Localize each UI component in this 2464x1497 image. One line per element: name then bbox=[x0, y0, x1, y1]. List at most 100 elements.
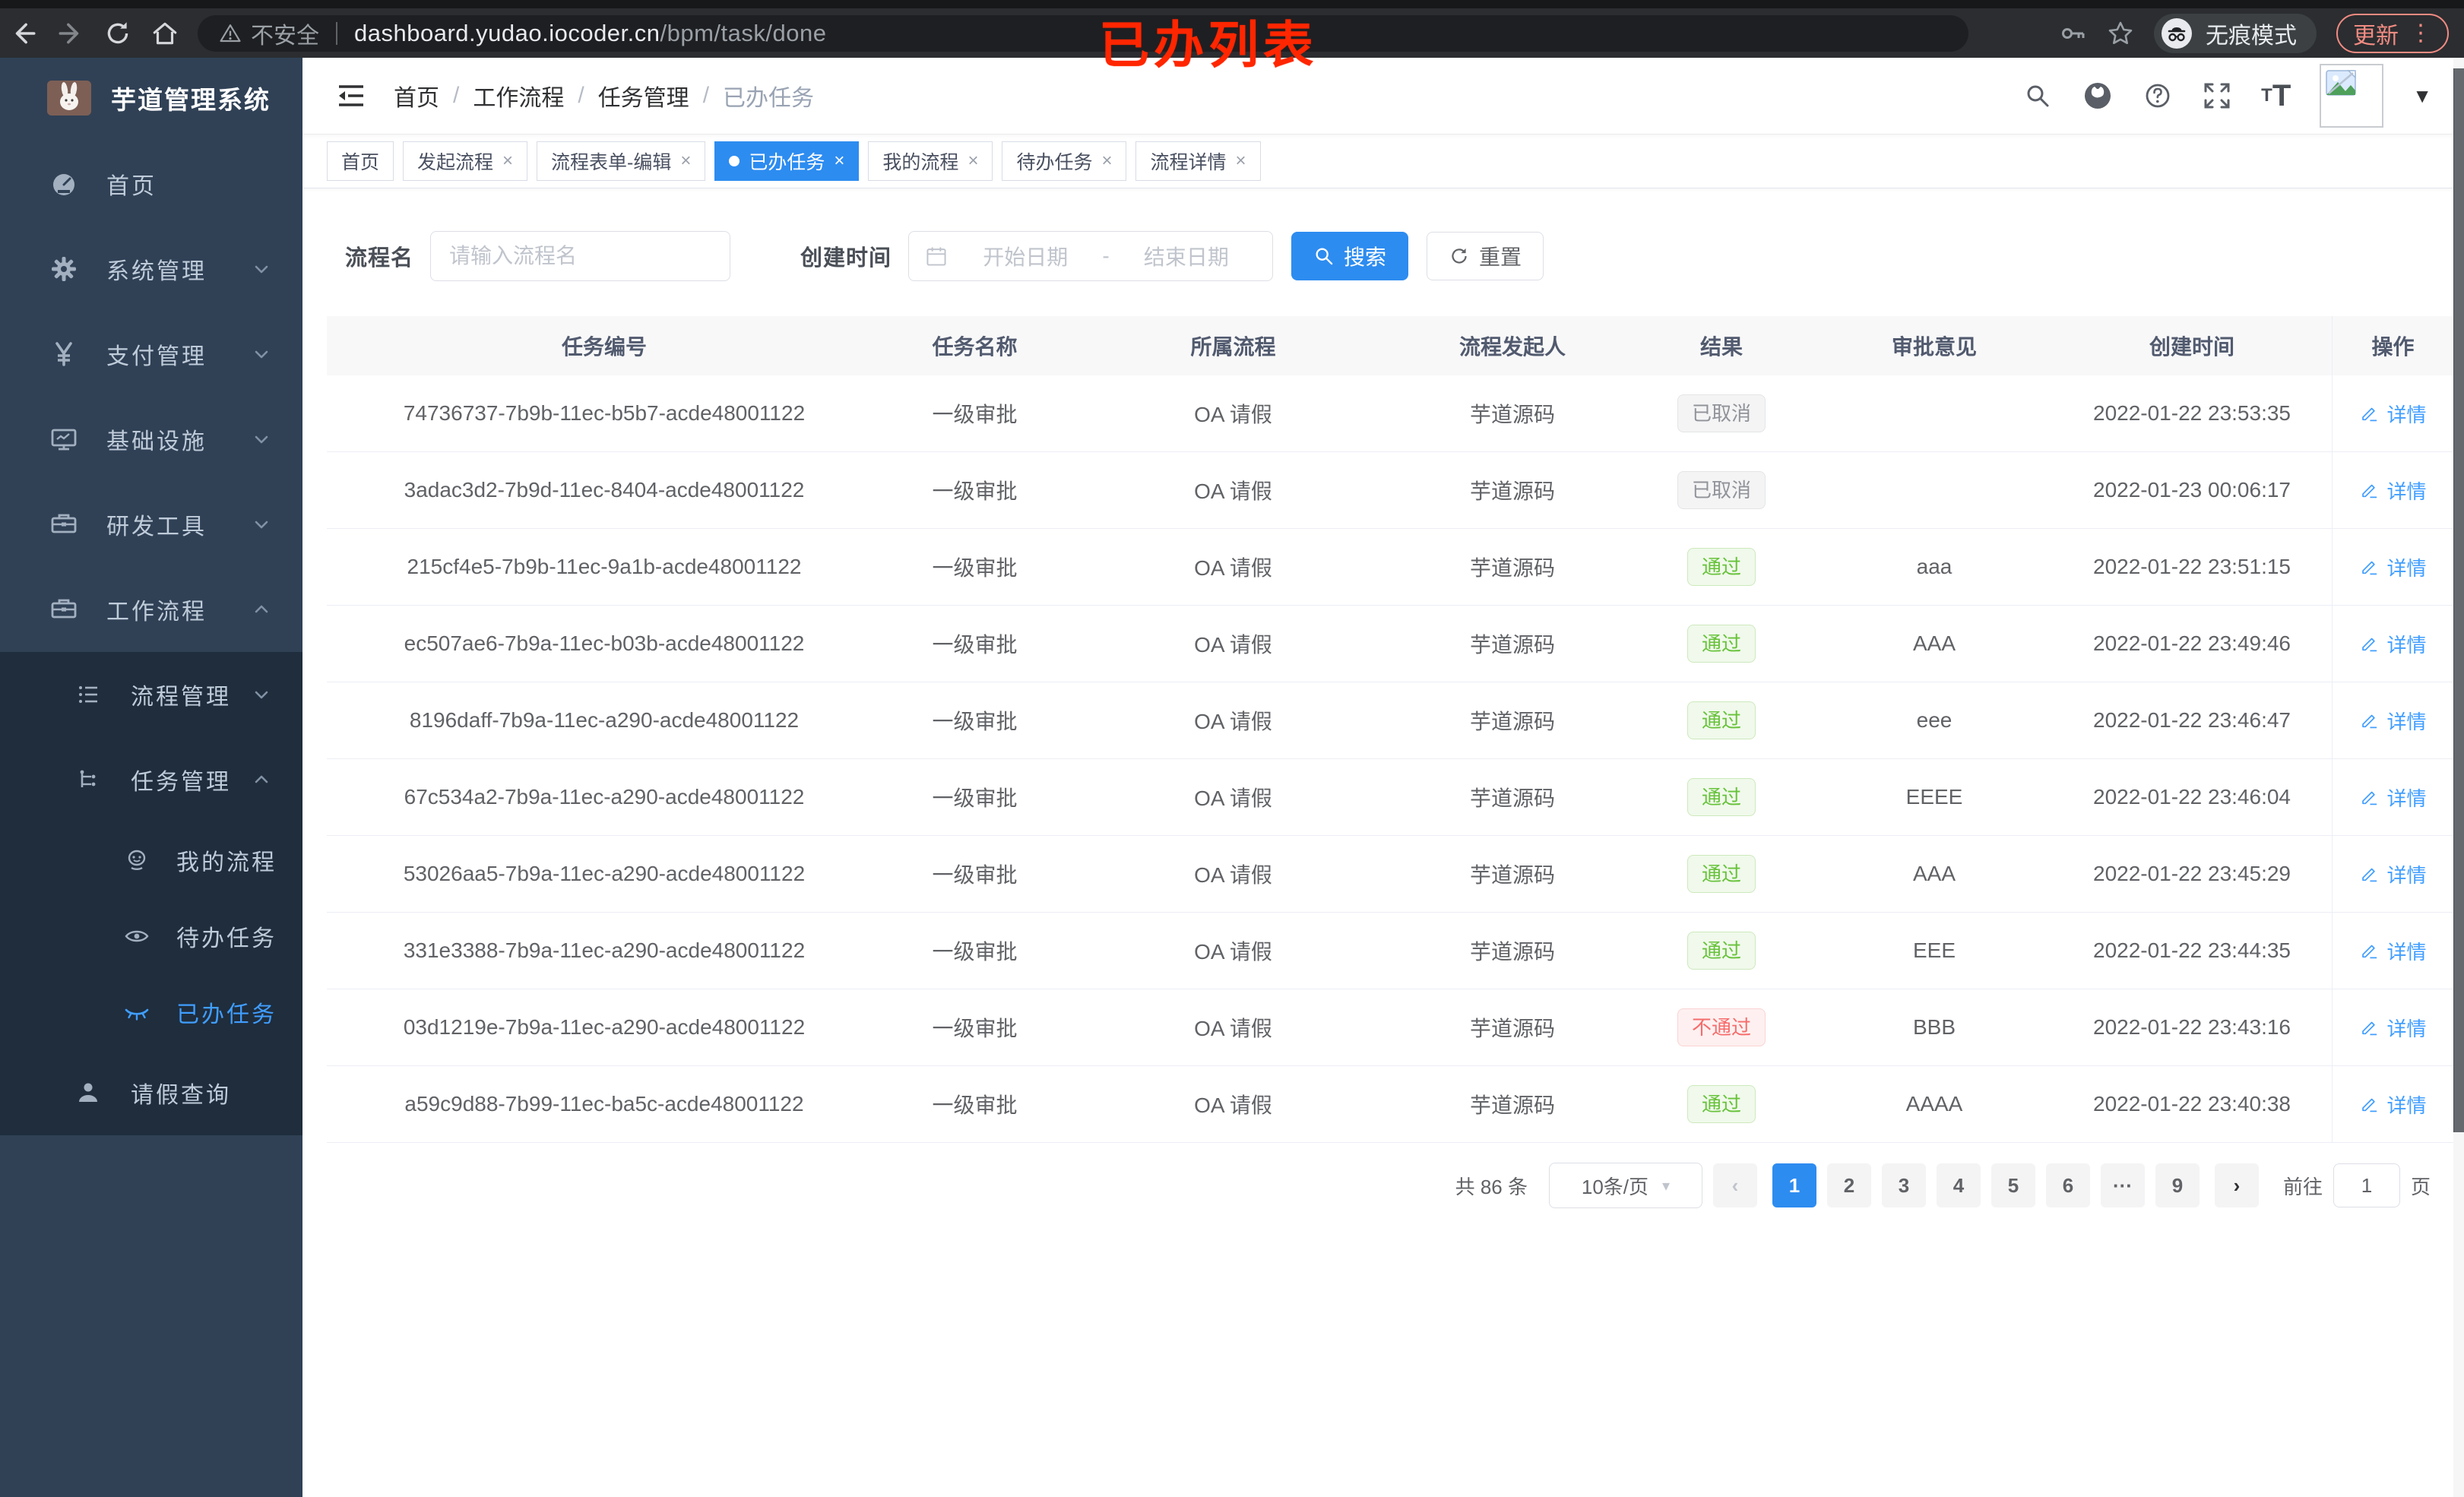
breadcrumb-workflow[interactable]: 工作流程 bbox=[473, 86, 565, 111]
workflow-submenu: 流程管理 任务管理 我的流程 bbox=[0, 652, 302, 1135]
close-icon[interactable]: × bbox=[1235, 150, 1246, 171]
search-icon bbox=[1313, 245, 1335, 267]
calendar-icon bbox=[924, 244, 949, 268]
key-icon[interactable] bbox=[2060, 20, 2087, 47]
breadcrumb-home[interactable]: 首页 bbox=[394, 86, 439, 111]
sidebar-item-home[interactable]: 首页 bbox=[0, 141, 302, 226]
tab-start-process[interactable]: 发起流程 × bbox=[403, 141, 528, 181]
detail-link[interactable]: 详情 bbox=[2359, 1014, 2427, 1042]
detail-link[interactable]: 详情 bbox=[2359, 1090, 2427, 1119]
scrollbar-thumb[interactable] bbox=[2453, 68, 2464, 1132]
page-button-6[interactable]: 6 bbox=[2045, 1163, 2090, 1207]
page-button-3[interactable]: 3 bbox=[1881, 1163, 1926, 1207]
sidebar-item-payment[interactable]: 支付管理 bbox=[0, 312, 302, 397]
status-badge: 通过 bbox=[1686, 625, 1756, 663]
detail-link[interactable]: 详情 bbox=[2359, 707, 2427, 735]
sidebar-item-workflow[interactable]: 工作流程 bbox=[0, 567, 302, 652]
fullscreen-icon[interactable] bbox=[2202, 81, 2232, 111]
detail-link[interactable]: 详情 bbox=[2359, 783, 2427, 812]
next-page-button[interactable]: › bbox=[2214, 1163, 2259, 1207]
close-icon[interactable]: × bbox=[502, 150, 514, 171]
detail-link[interactable]: 详情 bbox=[2359, 476, 2427, 505]
avatar[interactable] bbox=[2320, 64, 2384, 128]
tab-done-tasks[interactable]: 已办任务 × bbox=[714, 141, 860, 181]
search-button[interactable]: 搜索 bbox=[1291, 232, 1409, 280]
date-range-picker[interactable]: 开始日期 - 结束日期 bbox=[908, 231, 1274, 281]
chevron-down-icon bbox=[245, 685, 278, 704]
page-button-4[interactable]: 4 bbox=[1936, 1163, 1981, 1207]
page-button-9[interactable]: 9 bbox=[2155, 1163, 2200, 1207]
detail-link[interactable]: 详情 bbox=[2359, 400, 2427, 428]
url-bar[interactable]: 不安全 dashboard.yudao.iocoder.cn/bpm/task/… bbox=[198, 14, 1968, 52]
tab-process-form-edit[interactable]: 流程表单-编辑 × bbox=[537, 141, 706, 181]
chevron-down-icon bbox=[245, 344, 278, 364]
col-header-task-id: 任务编号 bbox=[561, 335, 647, 359]
incognito-label: 无痕模式 bbox=[2206, 23, 2297, 49]
col-header-task-name: 任务名称 bbox=[932, 335, 1018, 359]
tab-todo-tasks[interactable]: 待办任务 × bbox=[1002, 141, 1127, 181]
detail-link[interactable]: 详情 bbox=[2359, 860, 2427, 888]
close-icon[interactable]: × bbox=[968, 150, 979, 171]
tab-home[interactable]: 首页 bbox=[327, 141, 394, 181]
breadcrumb-task-mgmt[interactable]: 任务管理 bbox=[597, 86, 689, 111]
sidebar-item-todo-tasks[interactable]: 待办任务 bbox=[0, 898, 302, 974]
search-icon[interactable] bbox=[2022, 81, 2053, 111]
main-area: 首页 / 工作流程 / 任务管理 / 已办任务 bbox=[302, 58, 2453, 1497]
sidebar-item-system[interactable]: 系统管理 bbox=[0, 226, 302, 312]
forward-icon[interactable] bbox=[47, 12, 94, 55]
caret-down-icon[interactable]: ▼ bbox=[2412, 84, 2432, 107]
edit-icon bbox=[2359, 864, 2379, 884]
process-name-input[interactable] bbox=[430, 231, 731, 281]
question-icon[interactable] bbox=[2143, 81, 2173, 111]
close-icon[interactable]: × bbox=[1101, 150, 1113, 171]
detail-link[interactable]: 详情 bbox=[2359, 937, 2427, 965]
url-path: /bpm/task/done bbox=[660, 19, 827, 46]
reload-icon[interactable] bbox=[94, 12, 141, 55]
close-icon[interactable]: × bbox=[834, 150, 845, 171]
star-icon[interactable] bbox=[2107, 20, 2134, 47]
prev-page-button[interactable]: ‹ bbox=[1712, 1163, 1757, 1207]
tab-process-detail[interactable]: 流程详情 × bbox=[1135, 141, 1261, 181]
page-button-2[interactable]: 2 bbox=[1826, 1163, 1871, 1207]
eye-icon bbox=[120, 923, 154, 950]
github-icon[interactable] bbox=[2082, 80, 2114, 112]
edit-icon bbox=[2359, 1094, 2379, 1114]
sidebar-item-process-mgmt[interactable]: 流程管理 bbox=[0, 652, 302, 737]
list-icon bbox=[71, 681, 105, 708]
warning-icon bbox=[219, 22, 242, 45]
gear-icon bbox=[47, 254, 81, 284]
sidebar-item-devtools[interactable]: 研发工具 bbox=[0, 482, 302, 567]
edit-icon bbox=[2359, 557, 2379, 577]
more-pages-button[interactable]: ··· bbox=[2100, 1163, 2145, 1207]
home-icon[interactable] bbox=[141, 12, 188, 55]
update-button[interactable]: 更新 ⋮ bbox=[2336, 13, 2449, 53]
sidebar-collapse-icon[interactable] bbox=[336, 81, 366, 111]
page-button-1[interactable]: 1 bbox=[1772, 1163, 1816, 1207]
more-vert-icon[interactable]: ⋮ bbox=[2409, 20, 2432, 46]
chevron-down-icon bbox=[245, 514, 278, 534]
reset-button[interactable]: 重置 bbox=[1427, 232, 1544, 280]
page-size-select[interactable]: 10条/页 ▾ bbox=[1548, 1163, 1702, 1208]
detail-link[interactable]: 详情 bbox=[2359, 630, 2427, 658]
edit-icon bbox=[2359, 787, 2379, 807]
tab-my-process[interactable]: 我的流程 × bbox=[868, 141, 993, 181]
status-badge: 通过 bbox=[1686, 701, 1756, 739]
table-row: 03d1219e-7b9a-11ec-a290-acde48001122 一级审… bbox=[327, 989, 2453, 1066]
close-icon[interactable]: × bbox=[680, 150, 692, 171]
goto-page-input[interactable] bbox=[2333, 1163, 2400, 1207]
total-count: 共 86 条 bbox=[1455, 1175, 1528, 1198]
sidebar-item-infrastructure[interactable]: 基础设施 bbox=[0, 397, 302, 482]
detail-link[interactable]: 详情 bbox=[2359, 553, 2427, 581]
sidebar-item-leave-query[interactable]: 请假查询 bbox=[0, 1050, 302, 1135]
back-icon[interactable] bbox=[0, 12, 47, 55]
sidebar-item-task-mgmt[interactable]: 任务管理 bbox=[0, 737, 302, 822]
sidebar-item-done-tasks[interactable]: 已办任务 bbox=[0, 974, 302, 1050]
sidebar-item-my-process[interactable]: 我的流程 bbox=[0, 822, 302, 898]
app-logo[interactable]: 芋道管理系统 bbox=[0, 58, 302, 138]
page-button-5[interactable]: 5 bbox=[1991, 1163, 2035, 1207]
tree-icon bbox=[71, 766, 105, 793]
toolbox-icon bbox=[47, 509, 81, 540]
app-title: 芋道管理系统 bbox=[111, 86, 271, 114]
